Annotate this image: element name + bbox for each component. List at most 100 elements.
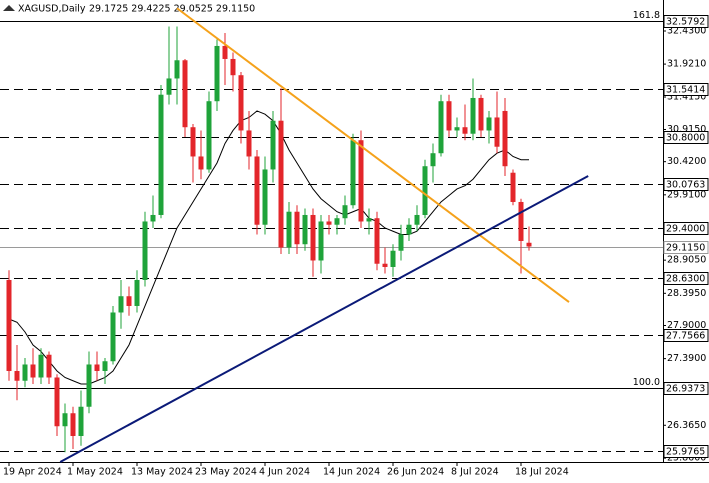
trendline [59, 175, 589, 463]
candle-body [38, 354, 44, 378]
candle-body [486, 117, 492, 131]
candle-body [22, 364, 28, 381]
y-tick-label: 30.9150 [667, 124, 706, 135]
x-tick-label: 8 Jul 2024 [451, 467, 499, 478]
x-tick-label: 18 Jul 2024 [515, 467, 569, 478]
y-tick-label: 32.4300 [667, 26, 706, 37]
level-label-box [663, 83, 709, 96]
candle-body [366, 218, 372, 222]
level-label: 25.9765 [666, 447, 705, 458]
candle-body [478, 97, 484, 131]
x-tick-label: 23 May 2024 [195, 467, 257, 478]
x-tick-label: 13 May 2024 [131, 467, 193, 478]
candle-body [286, 211, 292, 248]
level-label-box [663, 445, 709, 458]
quote: 29.1725 29.4225 29.0525 29.1150 [89, 4, 255, 15]
candle-body [86, 364, 92, 407]
candle-body [510, 172, 516, 202]
candle-body [150, 214, 156, 222]
level-label-box [663, 272, 709, 285]
trendline [176, 7, 570, 303]
candle-body [302, 214, 308, 245]
candle-body [230, 58, 236, 76]
candle-body [358, 140, 364, 222]
candle-body [262, 169, 268, 225]
candle-body [118, 296, 124, 313]
y-tick-label: 28.3950 [667, 288, 706, 299]
fib-label: 100.0 [633, 377, 660, 388]
candle-body [54, 377, 60, 427]
candle-body [166, 78, 172, 95]
candle-body [454, 127, 460, 131]
level-label: 29.4000 [666, 224, 705, 235]
candle-body [14, 370, 20, 381]
candle-body [334, 218, 340, 225]
candle-body [470, 97, 476, 134]
candle-body [310, 214, 316, 261]
candle-body [110, 312, 116, 362]
x-tick-label: 4 Jun 2024 [259, 467, 310, 478]
candle-body [406, 224, 412, 235]
candle-body [94, 364, 100, 371]
candle-body [246, 130, 252, 157]
candle-body [158, 94, 164, 215]
symbol: XAGUSD,Daily [18, 4, 86, 15]
y-tick-label: 31.4150 [667, 91, 706, 102]
candle-body [422, 166, 428, 215]
candle-body [142, 221, 148, 280]
moving-average [8, 110, 529, 385]
level-label-box [663, 222, 709, 235]
candle-body [438, 101, 444, 154]
level-label: 31.5414 [666, 85, 705, 96]
candle-body [46, 354, 52, 378]
candle-body [318, 221, 324, 261]
candle-body [294, 211, 300, 245]
y-tick-label: 30.4200 [667, 156, 706, 167]
y-tick-label: 25.8600 [667, 453, 706, 464]
level-label: 27.7566 [666, 331, 705, 342]
candle-body [390, 250, 396, 267]
candle-body [62, 413, 68, 427]
level-label-box [663, 329, 709, 342]
candle-body [374, 218, 380, 264]
candle-body [414, 214, 420, 225]
y-tick-label: 31.9210 [667, 59, 706, 70]
candle-body [30, 364, 36, 378]
candle-body [182, 60, 188, 128]
level-label: 32.5792 [666, 17, 705, 28]
candle-body [526, 242, 532, 247]
candle-body [254, 156, 260, 225]
candle-body [518, 201, 524, 241]
candle-body [326, 221, 332, 225]
candle-body [134, 279, 140, 306]
candle-body [102, 361, 108, 371]
candle-body [70, 413, 76, 436]
y-tick-label: 26.3650 [667, 420, 706, 431]
candle-body [278, 120, 284, 248]
candle-body [342, 205, 348, 219]
level-label: 29.1150 [666, 243, 705, 254]
candle-body [198, 156, 204, 170]
candle-body [222, 45, 228, 59]
candle-body [462, 127, 468, 134]
level-label-box [663, 241, 709, 254]
level-label-box [663, 131, 709, 144]
y-tick-label: 27.9000 [667, 320, 706, 331]
symbol-icon [3, 5, 15, 11]
candle-body [446, 101, 452, 131]
level-label: 30.8000 [666, 133, 705, 144]
candle-body [206, 101, 212, 170]
y-tick-label: 28.9050 [667, 255, 706, 266]
candle-body [214, 45, 220, 102]
candle-body [6, 279, 12, 371]
candle-body [382, 263, 388, 267]
x-tick-label: 14 Jun 2024 [323, 467, 380, 478]
candle-body [494, 117, 500, 147]
y-tick-label: 29.9100 [667, 189, 706, 200]
candle-body [430, 153, 436, 167]
x-tick-label: 19 Apr 2024 [3, 467, 62, 478]
candle-body [502, 110, 508, 167]
candle-body [78, 406, 84, 436]
level-label-box [663, 382, 709, 395]
candle-body [398, 234, 404, 251]
